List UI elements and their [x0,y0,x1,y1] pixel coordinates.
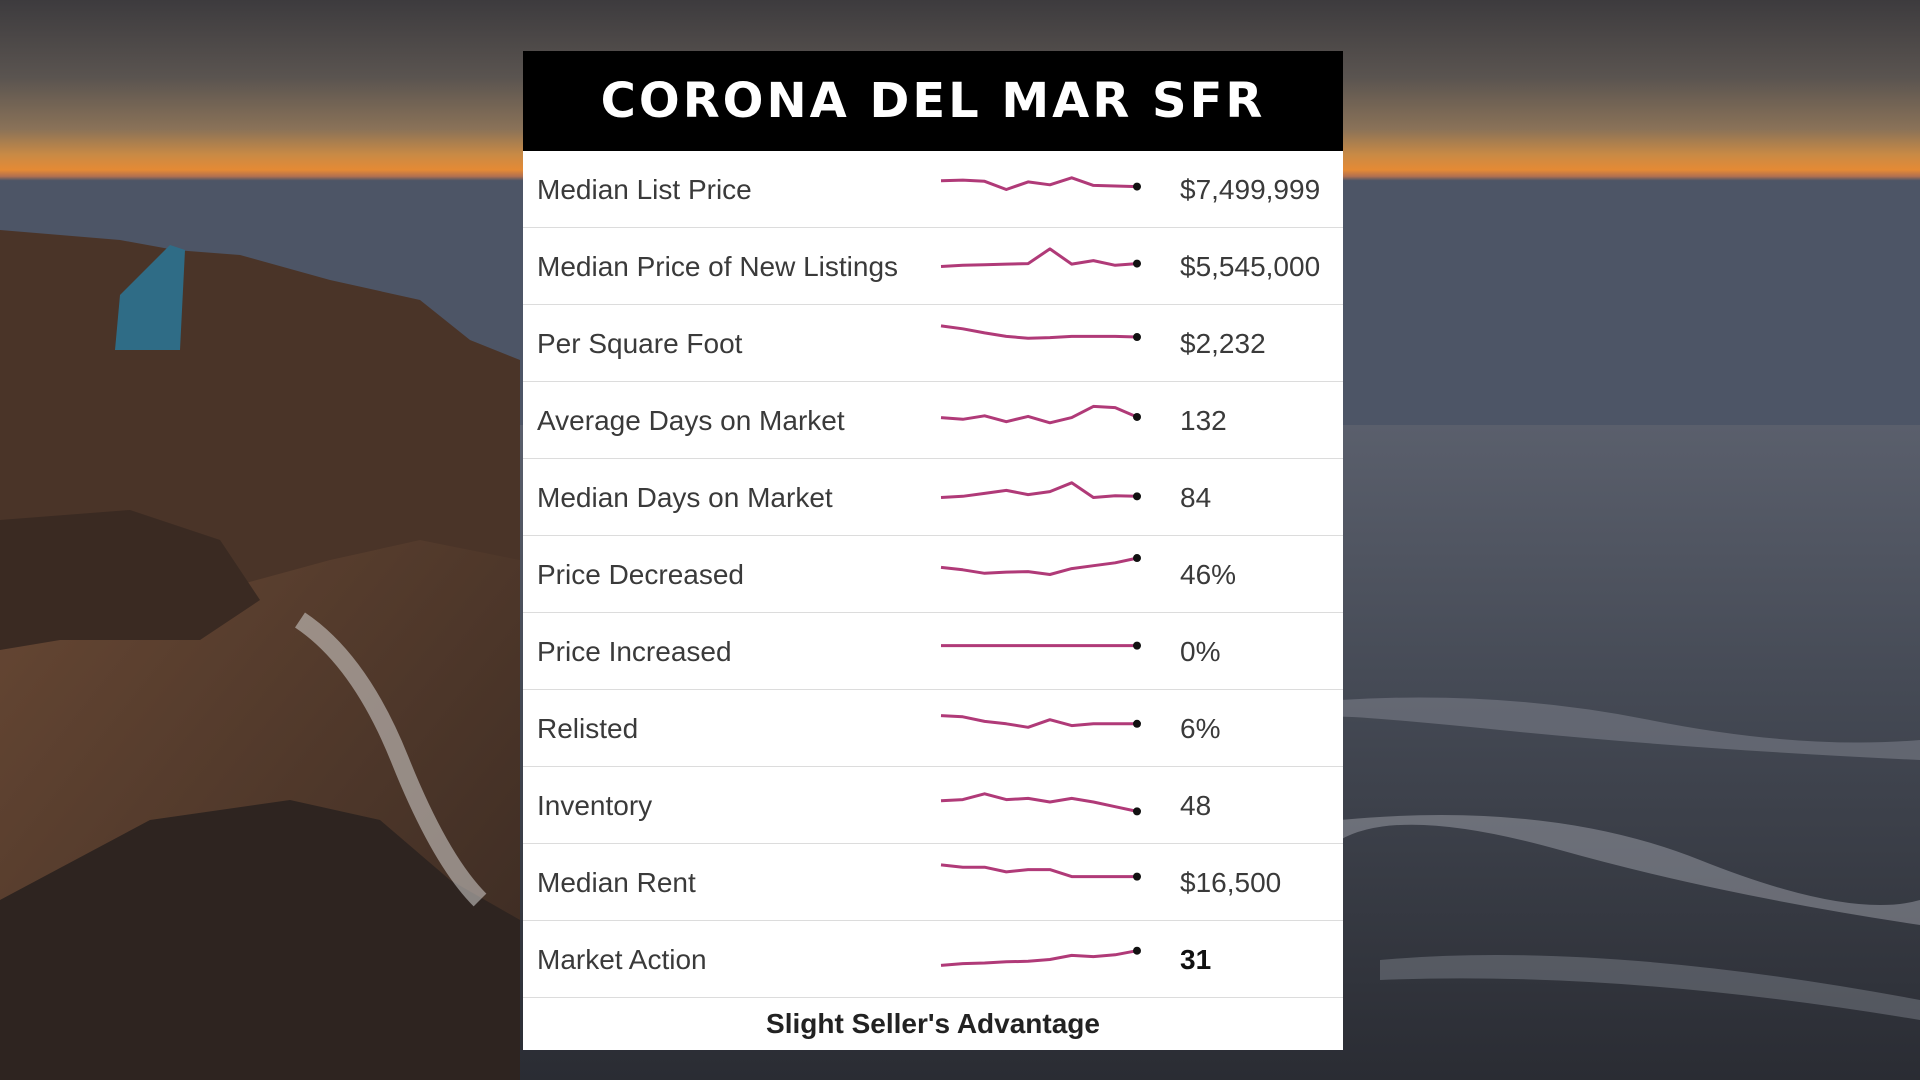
sparkline-path [940,792,1138,813]
metric-value: $7,499,999 [1180,174,1321,205]
metric-label: Price Decreased [537,559,744,590]
sparkline-endpoint [1133,259,1141,268]
metric-sparkline [940,792,1141,816]
metric-row: Median Days on Market 84 [523,459,1343,536]
metric-sparkline [940,176,1141,191]
sparkline-path [940,324,1138,340]
metric-label: Per Square Foot [537,328,743,359]
sparkline-endpoint [1133,946,1141,955]
metric-row: Per Square Foot $2,232 [523,305,1343,382]
sparkline-endpoint [1133,412,1141,421]
metric-sparkline [940,714,1141,729]
sparkline-endpoint [1133,492,1141,501]
metric-sparkline [940,324,1141,342]
metric-sparkline [940,554,1141,576]
metric-row: Average Days on Market 132 [523,382,1343,459]
metric-sparkline [941,641,1141,650]
metric-row: Median List Price $7,499,999 [523,151,1343,228]
sparkline-endpoint [1133,807,1141,816]
metric-value: 84 [1180,482,1212,513]
market-sentiment-label: Slight Seller's Advantage [766,1008,1100,1039]
sparkline-path [940,481,1138,499]
metric-label: Median Price of New Listings [537,251,899,282]
metric-value: $5,545,000 [1180,251,1321,282]
metric-sparkline [940,946,1141,967]
metric-value: 6% [1180,713,1221,744]
sparkline-path [940,714,1137,729]
metric-value: $16,500 [1180,867,1282,898]
metric-sparkline [940,863,1141,881]
metric-label: Market Action [537,944,707,975]
metric-label: Median Days on Market [537,482,833,513]
sparkline-endpoint [1133,333,1141,342]
metric-label: Median Rent [537,867,696,898]
sparkline-endpoint [1133,872,1141,881]
metric-sparkline [940,404,1141,425]
sparkline-endpoint [1133,182,1141,191]
metric-value: 0% [1180,636,1221,667]
metric-row: Relisted 6% [523,690,1343,767]
metric-row: Price Increased 0% [523,613,1343,690]
metric-value: 31 [1180,944,1212,975]
metric-value: 48 [1180,790,1212,821]
metric-label: Median List Price [537,174,752,205]
sparkline-endpoint [1133,719,1141,728]
sparkline-endpoint [1133,641,1141,650]
metric-label: Price Increased [537,636,732,667]
card-header: CORONA DEL MAR SFR [523,51,1343,151]
metric-sparkline [940,481,1141,501]
metric-label: Average Days on Market [537,405,845,436]
sparkline-path [940,247,1138,268]
metric-label: Relisted [537,713,639,744]
sparkline-endpoint [1133,554,1141,563]
metric-sparkline [940,247,1141,268]
metric-value: $2,232 [1180,328,1266,359]
market-summary-card: CORONA DEL MAR SFR Median List Price $7,4… [523,51,1343,1050]
page-title: CORONA DEL MAR SFR [600,73,1266,129]
metric-list: Median List Price $7,499,999 Median Price … [523,151,1343,998]
metric-row: Market Action 31 [523,921,1343,998]
metric-row: Median Price of New Listings $5,545,000 [523,228,1343,305]
metric-value: 132 [1180,405,1227,436]
sparkline-path [940,863,1137,879]
sparkline-path [940,949,1138,967]
metric-label: Inventory [537,790,653,821]
metric-row: Price Decreased 46% [523,536,1343,613]
sparkline-path [940,176,1138,191]
metric-row: Inventory 48 [523,767,1343,844]
sparkline-path [940,404,1138,425]
sparkline-path [940,556,1138,576]
metric-value: 46% [1180,559,1237,590]
metric-row: Median Rent $16,500 [523,844,1343,921]
